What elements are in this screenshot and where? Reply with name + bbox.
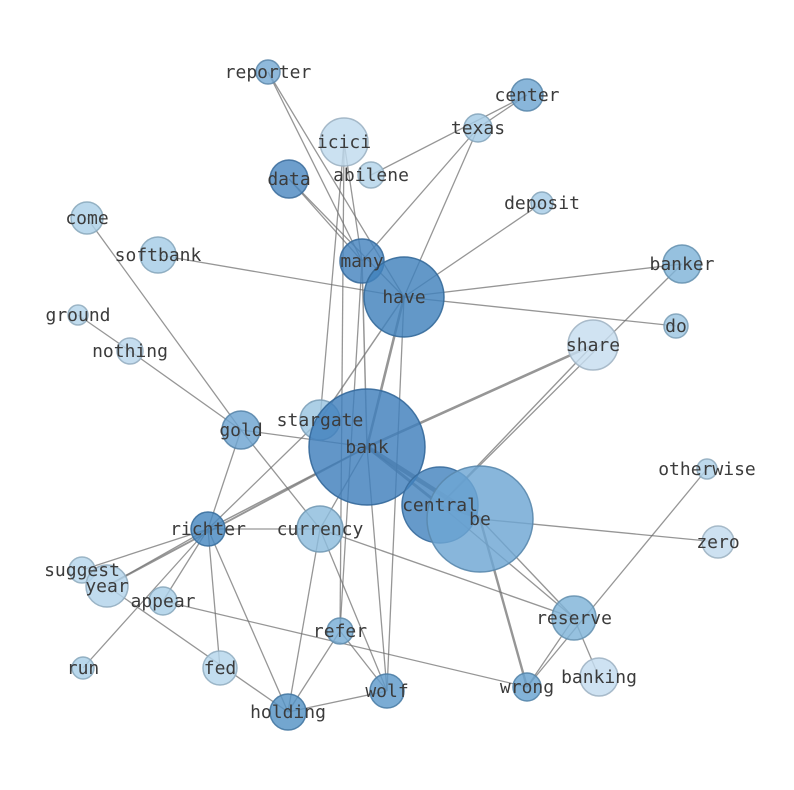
label-suggest: suggest [44,560,120,581]
label-year: year [85,576,129,597]
label-stargate: stargate [277,410,364,431]
edge-stargate-richter [207,419,321,530]
label-richter: richter [170,519,246,540]
node-share [567,319,619,371]
label-ground: ground [45,305,110,326]
label-otherwise: otherwise [658,459,756,480]
node-richter [190,511,226,547]
node-banker [662,244,702,284]
edge-texas-many [361,127,479,262]
label-gold: gold [219,420,262,441]
node-holding [269,693,307,731]
node-zero [701,525,735,559]
node-wolf [369,673,405,709]
edge-holding-year [106,585,289,713]
label-currency: currency [277,519,364,540]
node-do [663,313,689,339]
node-reporter [255,59,281,85]
node-banking [579,657,619,697]
node-texas [463,113,493,143]
label-center: center [494,85,559,106]
label-refer: refer [313,621,367,642]
label-be: be [469,509,491,530]
node-bank [308,388,426,506]
nodes-layer [67,59,735,731]
label-deposit: deposit [504,193,580,214]
labels-layer: reporter center texas icici abilene data depos… [44,62,756,723]
edge-currency-wolf [319,528,388,692]
label-fed: fed [204,658,237,679]
node-ground [67,304,89,326]
label-zero: zero [696,532,739,553]
edge-nothing-gold [129,350,242,431]
node-icici [319,117,369,167]
label-do: do [665,316,687,337]
edge-appear-wrong [162,600,528,688]
edge-do-have [403,296,677,327]
label-reserve: reserve [536,608,612,629]
edge-come-gold [86,217,242,431]
node-have [363,256,445,338]
node-nothing [116,337,144,365]
label-bank: bank [345,437,389,458]
label-appear: appear [130,591,195,612]
label-share: share [566,335,620,356]
node-refer [326,617,354,645]
label-icici: icici [317,132,371,153]
label-come: come [65,208,108,229]
node-deposit [530,191,554,215]
label-reporter: reporter [225,62,312,83]
node-fed [202,650,238,686]
label-have: have [382,287,425,308]
node-currency [296,505,344,553]
edge-reporter-many [267,71,363,262]
edge-otherwise-wrong [526,468,708,688]
edge-richter-run [82,528,209,669]
edge-abilene-center [370,94,528,176]
label-texas: texas [451,118,505,139]
label-many: many [340,251,384,272]
edge-currency-holding [287,528,321,713]
node-abilene [357,161,385,189]
node-center [510,78,544,112]
label-banker: banker [649,254,714,275]
node-reserve [551,595,597,641]
label-abilene: abilene [333,165,409,186]
edge-reserve-currency [319,528,575,619]
edge-richter-fed [207,528,221,669]
label-data: data [267,169,310,190]
node-wrong [512,672,542,702]
edge-banker-have [403,263,683,298]
label-run: run [67,658,100,679]
label-wrong: wrong [500,677,554,698]
label-banking: banking [561,667,637,688]
node-appear [148,586,178,616]
label-nothing: nothing [92,341,168,362]
node-otherwise [696,458,718,480]
node-softbank [139,236,177,274]
label-holding: holding [250,702,326,723]
label-softbank: softbank [115,245,202,266]
edge-richter-suggest [81,528,209,571]
node-gold [221,410,261,450]
node-year [85,564,129,608]
edge-icici-stargate [319,141,345,421]
edge-banker-central [439,263,683,506]
node-run [71,656,95,680]
node-be [426,465,534,573]
label-wolf: wolf [365,681,408,702]
node-data [269,159,309,199]
label-central: central [402,495,478,516]
node-come [70,201,104,235]
